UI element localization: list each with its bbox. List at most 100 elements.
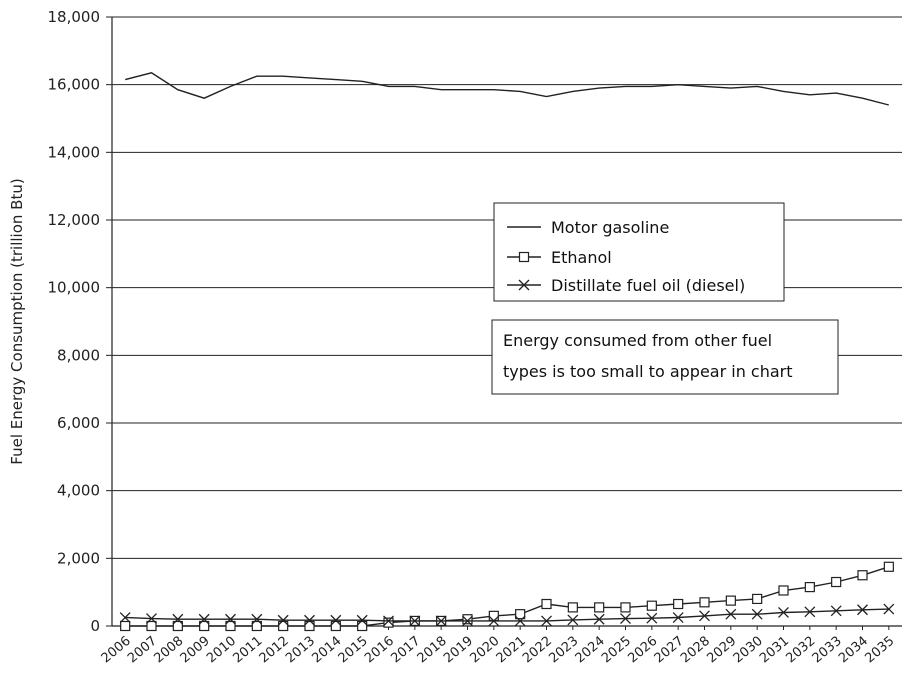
- y-tick-label: 12,000: [48, 211, 101, 229]
- x-tick-label: 2017: [388, 634, 423, 667]
- ethanol-series: [120, 561, 894, 632]
- x-tick-label: 2009: [178, 634, 213, 667]
- x-tick-label: 2033: [810, 634, 845, 667]
- ethanol-point: [251, 620, 262, 632]
- x-tick-label: 2013: [283, 634, 318, 667]
- x-tick-label: 2024: [573, 634, 608, 667]
- distillate-fuel-oil-diesel-series: [119, 603, 895, 627]
- diesel-point: [751, 608, 763, 620]
- legend-label: Motor gasoline: [551, 218, 669, 237]
- note-line-1: Energy consumed from other fuel: [503, 331, 772, 350]
- diesel-point: [172, 613, 184, 625]
- diesel-point: [778, 607, 789, 618]
- ethanol-point: [172, 620, 183, 632]
- ethanol-point: [883, 561, 894, 572]
- ethanol-point: [567, 602, 578, 613]
- diesel-point: [620, 613, 631, 625]
- diesel-point: [409, 615, 421, 627]
- ethanol-point: [778, 585, 789, 596]
- x-tick-label: 2022: [520, 634, 555, 667]
- legend-item-distillate-fuel-oil-diesel: Distillate fuel oil (diesel): [507, 276, 745, 295]
- ethanol-point: [199, 620, 210, 632]
- x-tick-label: 2021: [494, 634, 529, 667]
- diesel-point: [541, 615, 552, 627]
- x-tick-label: 2032: [783, 634, 818, 667]
- ethanol-point: [357, 620, 368, 632]
- x-tick-label: 2030: [731, 634, 766, 667]
- diesel-point: [567, 614, 579, 626]
- y-tick-label: 14,000: [48, 143, 101, 161]
- diesel-point: [518, 279, 530, 291]
- diesel-point: [435, 615, 447, 627]
- note-box: Energy consumed from other fuel types is…: [491, 319, 839, 395]
- diesel-point: [198, 613, 210, 625]
- diesel-point: [304, 614, 315, 626]
- y-tick-label: 4,000: [57, 482, 100, 500]
- x-tick-label: 2031: [757, 634, 792, 667]
- y-tick-label: 6,000: [57, 414, 100, 432]
- ethanol-point: [225, 620, 236, 632]
- y-axis-label: Fuel Energy Consumption (trillion Btu): [8, 178, 26, 464]
- legend: Motor gasoline Ethanol Distillate fuel oil…: [493, 202, 785, 302]
- distillate-fuel-oil-diesel-line: [125, 608, 889, 622]
- y-tick-label: 16,000: [48, 76, 101, 94]
- diesel-point: [672, 612, 684, 624]
- x-tick-label: 2010: [204, 634, 239, 667]
- diesel-point: [462, 615, 473, 627]
- ethanol-point: [120, 620, 131, 632]
- diesel-point: [593, 613, 605, 625]
- ethanol-point: [304, 620, 315, 632]
- x-tick-label: 2016: [362, 634, 397, 667]
- y-tick-label: 2,000: [57, 549, 100, 567]
- x-tick-label: 2034: [836, 634, 871, 667]
- y-tick-label: 8,000: [57, 346, 100, 364]
- x-tick-label: 2015: [336, 634, 371, 667]
- x-tick-label: 2028: [678, 634, 713, 667]
- diesel-point: [830, 605, 842, 617]
- x-tick-label: 2018: [415, 634, 450, 667]
- ethanol-point: [646, 600, 657, 611]
- x-tick-label: 2007: [125, 634, 160, 667]
- y-tick-label: 0: [90, 617, 100, 635]
- diesel-point: [277, 614, 289, 626]
- x-tick-label: 2035: [862, 634, 897, 667]
- diesel-point: [383, 615, 394, 627]
- ethanol-point: [488, 610, 499, 621]
- diesel-point: [225, 613, 236, 625]
- diesel-point: [514, 615, 526, 627]
- x-tick-label: 2019: [441, 634, 476, 667]
- diesel-point: [251, 613, 263, 625]
- y-tick-label: 10,000: [48, 279, 101, 297]
- ethanol-point: [725, 595, 736, 606]
- note-line-2: types is too small to appear in chart: [503, 362, 793, 381]
- diesel-point: [330, 614, 342, 626]
- ethanol-point: [804, 581, 815, 593]
- y-tick-label: 18,000: [48, 8, 101, 26]
- x-tick-label: 2008: [151, 634, 186, 667]
- diesel-point: [119, 612, 131, 624]
- x-tick-label: 2027: [652, 634, 687, 667]
- diesel-point: [883, 603, 895, 615]
- series-group: [119, 72, 895, 632]
- x-tick-label: 2020: [467, 634, 502, 667]
- ethanol-point: [278, 620, 289, 632]
- x-tick-label: 2026: [625, 634, 660, 667]
- ethanol-point: [515, 609, 526, 620]
- x-tick-label: 2029: [704, 634, 739, 667]
- y-tick-labels: 0 2,000 4,000 6,000 8,000 10,000 12,000 14,000 1…: [48, 8, 101, 635]
- ethanol-point: [831, 576, 842, 588]
- ethanol-point: [752, 593, 763, 605]
- ethanol-point: [518, 251, 530, 263]
- legend-label: Ethanol: [551, 248, 612, 267]
- diesel-point: [804, 606, 816, 618]
- diesel-point: [646, 612, 658, 624]
- legend-label: Distillate fuel oil (diesel): [551, 276, 745, 295]
- x-tick-label: 2025: [599, 634, 634, 667]
- x-tick-label: 2023: [546, 634, 581, 667]
- ethanol-point: [330, 620, 341, 632]
- ethanol-point: [594, 602, 605, 613]
- x-tick-labels: 2006200720082009201020112012201320142015…: [99, 626, 897, 667]
- ethanol-point: [699, 597, 710, 608]
- legend-item-ethanol: Ethanol: [507, 248, 612, 267]
